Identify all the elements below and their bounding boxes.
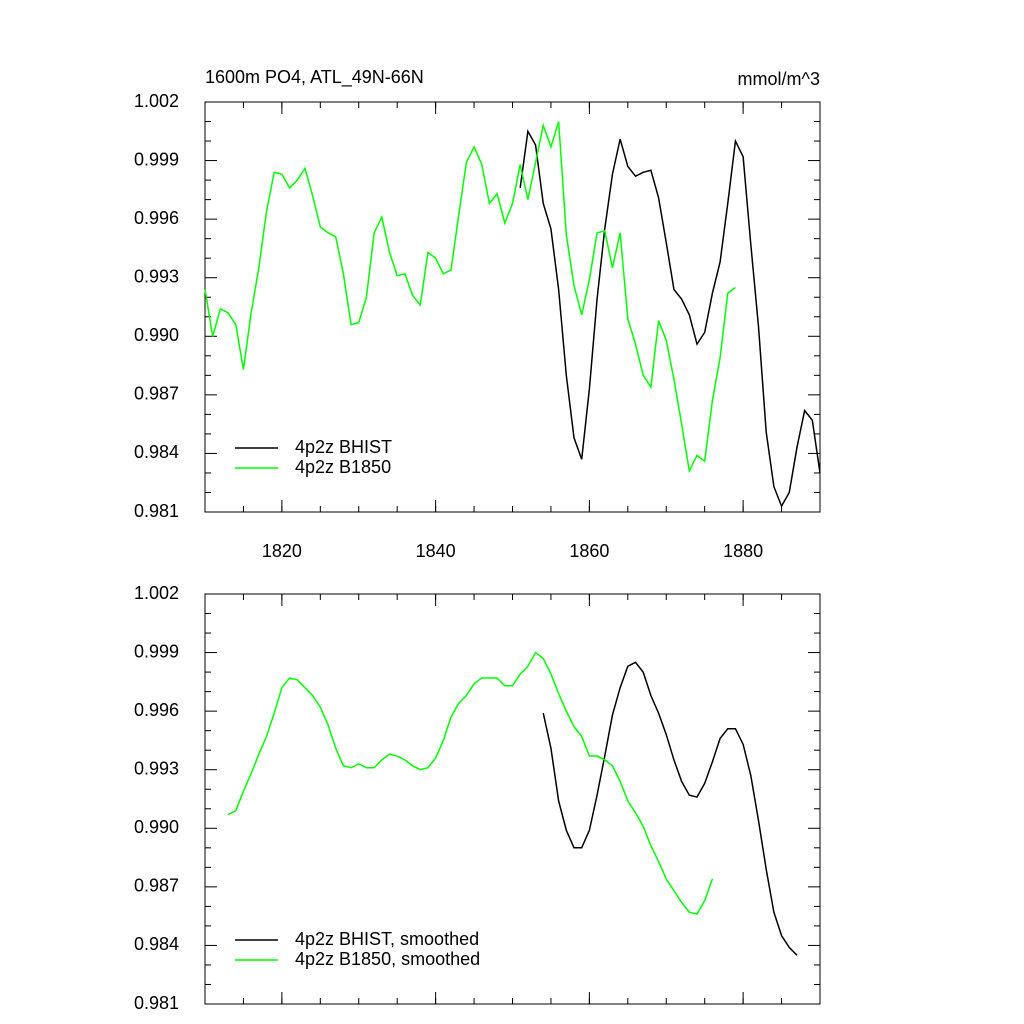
series-line [542,661,798,956]
y-tick-label: 1.002 [134,91,179,111]
series-line [519,128,821,508]
x-tick-label: 1860 [569,541,609,561]
series-line [227,651,714,916]
y-tick-label: 1.002 [134,583,179,603]
y-tick-label: 0.993 [134,266,179,286]
legend-label: 4p2z B1850, smoothed [295,949,480,969]
legend-label: 4p2z BHIST [295,437,392,457]
y-tick-label: 0.984 [134,442,179,462]
chart-title: 1600m PO4, ATL_49N-66N [205,67,424,88]
x-tick-label: 1840 [416,541,456,561]
y-tick-label: 0.996 [134,700,179,720]
legend-label: 4p2z BHIST, smoothed [295,929,479,949]
x-tick-label: 1820 [262,541,302,561]
legend-label: 4p2z B1850 [295,457,391,477]
y-tick-label: 0.981 [134,501,179,521]
y-tick-label: 0.990 [134,817,179,837]
series-line [204,121,736,474]
y-tick-label: 0.999 [134,641,179,661]
y-tick-label: 0.993 [134,758,179,778]
y-tick-label: 0.987 [134,876,179,896]
y-tick-label: 0.996 [134,208,179,228]
y-tick-label: 0.984 [134,934,179,954]
y-tick-label: 0.987 [134,384,179,404]
y-tick-label: 0.981 [134,993,179,1013]
units-label: mmol/m^3 [738,69,820,89]
x-tick-label: 1880 [723,541,763,561]
y-tick-label: 0.999 [134,149,179,169]
y-tick-label: 0.990 [134,325,179,345]
